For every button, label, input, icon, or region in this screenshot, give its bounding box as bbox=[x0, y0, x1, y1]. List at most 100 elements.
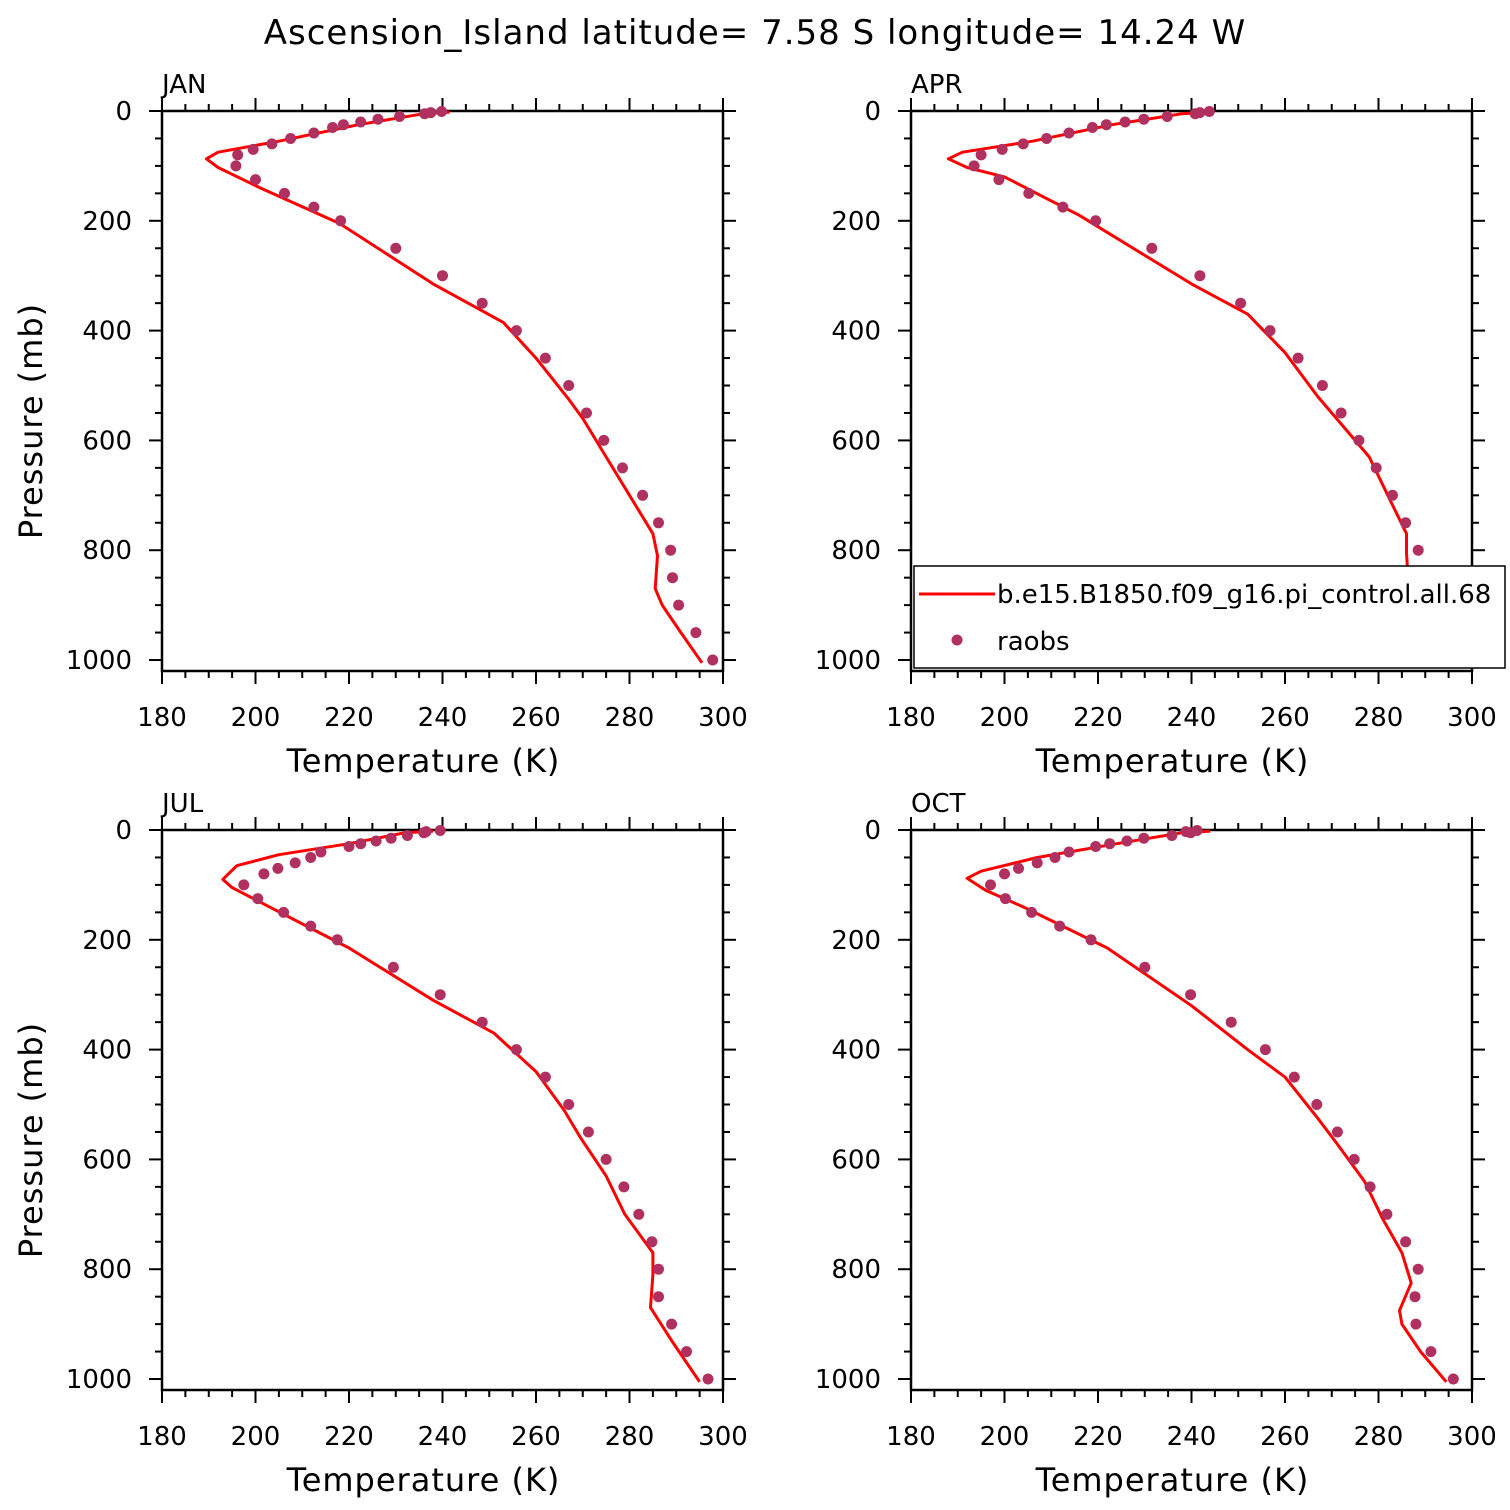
raobs-point bbox=[1288, 1071, 1300, 1083]
x-tick-label: 300 bbox=[698, 703, 748, 733]
y-tick-label: 1000 bbox=[66, 646, 132, 676]
panel-title-jan: JAN bbox=[160, 70, 206, 100]
raobs-point bbox=[702, 1373, 714, 1385]
raobs-point bbox=[617, 462, 628, 474]
plot-frame bbox=[909, 828, 1474, 1392]
raobs-point bbox=[653, 517, 664, 529]
raobs-point bbox=[1026, 906, 1038, 918]
legend-entry-raobs: raobs bbox=[997, 627, 1070, 657]
x-tick-label: 240 bbox=[1167, 1422, 1217, 1452]
raobs-point bbox=[1203, 106, 1215, 117]
y-tick-label: 200 bbox=[82, 207, 132, 237]
y-tick-label: 800 bbox=[82, 1255, 132, 1285]
raobs-point bbox=[993, 174, 1005, 186]
panel-oct: OCT 180 200 220 240 260 280 300 0 200 400 600 800 100… bbox=[815, 789, 1497, 1499]
y-tick-label: 800 bbox=[831, 1255, 881, 1285]
x-tick-label: 260 bbox=[511, 703, 561, 733]
raobs-point bbox=[1161, 111, 1173, 122]
x-tick-label: 300 bbox=[1447, 1422, 1497, 1452]
raobs-point bbox=[1054, 920, 1066, 932]
raobs-point bbox=[335, 215, 347, 227]
raobs-point bbox=[1063, 846, 1075, 858]
raobs-point bbox=[1100, 119, 1112, 131]
raobs-point bbox=[1225, 1016, 1237, 1028]
raobs-point bbox=[582, 1126, 594, 1138]
raobs-point bbox=[1264, 325, 1276, 337]
x-tick-label: 180 bbox=[886, 703, 936, 733]
x-tick-label: 220 bbox=[1073, 1422, 1123, 1452]
raobs-point bbox=[390, 242, 402, 254]
raobs-point bbox=[1057, 201, 1069, 213]
raobs-point bbox=[308, 127, 320, 139]
raobs-point bbox=[637, 489, 649, 501]
raobs-point bbox=[1335, 407, 1347, 419]
panel-title-oct: OCT bbox=[911, 789, 966, 819]
x-tick-label: 280 bbox=[605, 703, 655, 733]
raobs-point bbox=[1370, 462, 1382, 474]
raobs-point bbox=[1425, 1346, 1437, 1358]
raobs-point bbox=[355, 116, 367, 128]
raobs-point bbox=[666, 1318, 678, 1330]
x-axis-label: Temperature (K) bbox=[286, 742, 561, 780]
raobs-point bbox=[289, 857, 301, 869]
raobs-point bbox=[1364, 1181, 1376, 1193]
x-tick-label: 300 bbox=[698, 1422, 748, 1452]
raobs-point bbox=[387, 961, 399, 973]
panel-jul: JUL 180 200 220 240 260 280 300 0 200 400 600 800 100… bbox=[12, 789, 748, 1499]
raobs-point bbox=[598, 434, 610, 446]
raobs-point bbox=[252, 893, 264, 905]
raobs-point bbox=[633, 1208, 645, 1220]
raobs-point bbox=[1086, 122, 1098, 133]
raobs-point bbox=[1189, 108, 1201, 120]
raobs-point bbox=[510, 1044, 522, 1056]
raobs-point bbox=[1259, 1044, 1271, 1056]
raobs-point bbox=[418, 827, 430, 839]
x-tick-label: 280 bbox=[1354, 703, 1404, 733]
raobs-point bbox=[1017, 138, 1029, 150]
plot-frame bbox=[160, 109, 725, 673]
raobs-point bbox=[370, 835, 382, 847]
y-tick-label: 800 bbox=[831, 536, 881, 566]
raobs-point bbox=[653, 1263, 664, 1275]
raobs-point bbox=[999, 868, 1010, 880]
y-tick-label: 400 bbox=[831, 317, 881, 347]
y-tick-label: 600 bbox=[831, 426, 881, 456]
raobs-point bbox=[975, 149, 987, 161]
model-profile-line bbox=[221, 829, 701, 1383]
raobs-point bbox=[385, 832, 397, 844]
y-tick-label: 400 bbox=[82, 1036, 132, 1066]
raobs-point bbox=[238, 879, 250, 891]
y-tick-label: 1000 bbox=[66, 1365, 132, 1395]
raobs-point bbox=[1138, 832, 1150, 844]
raobs-point bbox=[1121, 835, 1133, 847]
raobs-point bbox=[1381, 1208, 1393, 1220]
raobs-point bbox=[968, 160, 980, 172]
raobs-point bbox=[305, 852, 317, 863]
raobs-point bbox=[1023, 187, 1035, 199]
panel-title-jul: JUL bbox=[160, 789, 204, 819]
x-tick-label: 180 bbox=[886, 1422, 936, 1452]
raobs-point bbox=[437, 270, 448, 282]
raobs-point bbox=[707, 654, 719, 666]
y-tick-label: 0 bbox=[864, 816, 881, 846]
x-tick-label: 220 bbox=[324, 703, 374, 733]
x-axis-label: Temperature (K) bbox=[1035, 1461, 1310, 1499]
raobs-point bbox=[1185, 827, 1197, 839]
raobs-point bbox=[355, 838, 367, 850]
raobs-point bbox=[539, 352, 551, 364]
raobs-point bbox=[1311, 1099, 1323, 1110]
x-tick-label: 180 bbox=[137, 703, 187, 733]
raobs-point bbox=[1031, 857, 1043, 869]
raobs-point bbox=[372, 113, 384, 125]
raobs-point bbox=[305, 920, 317, 932]
x-tick-label: 200 bbox=[980, 703, 1030, 733]
y-tick-label: 1000 bbox=[815, 1365, 881, 1395]
x-tick-label: 200 bbox=[231, 703, 281, 733]
raobs-point bbox=[539, 1071, 551, 1083]
raobs-point bbox=[1353, 434, 1365, 446]
y-tick-label: 400 bbox=[831, 1036, 881, 1066]
raobs-point bbox=[563, 380, 575, 391]
raobs-point bbox=[600, 1153, 612, 1165]
raobs-point bbox=[247, 143, 259, 155]
raobs-point bbox=[1138, 113, 1150, 125]
